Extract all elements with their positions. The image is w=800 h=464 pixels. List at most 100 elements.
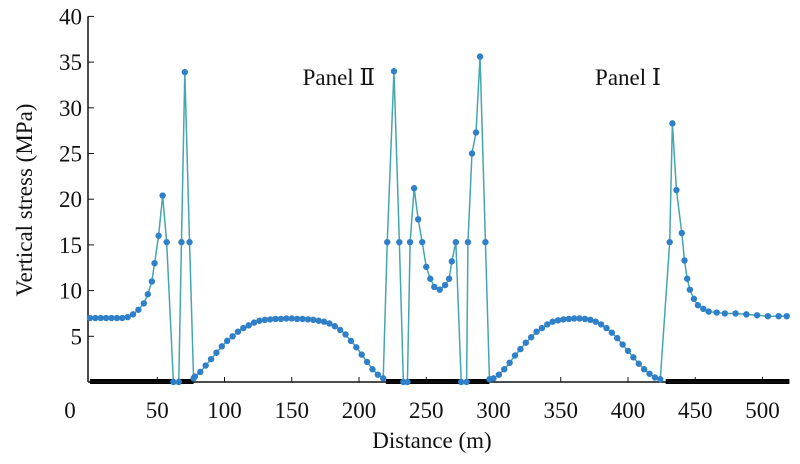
- x-tick-label: 250: [409, 398, 444, 423]
- data-point: [554, 317, 562, 324]
- data-point: [229, 333, 236, 340]
- y-tick-label: 30: [59, 96, 82, 121]
- data-point: [155, 232, 162, 239]
- data-point: [603, 324, 610, 332]
- annotation-panel-2: Panel Ⅱ: [303, 65, 375, 90]
- data-point: [743, 311, 750, 318]
- data-point: [495, 371, 503, 378]
- data-point: [764, 312, 772, 320]
- data-point: [522, 339, 529, 346]
- data-point: [431, 283, 438, 291]
- data-point: [124, 313, 131, 321]
- y-tick-label: 5: [71, 324, 83, 349]
- data-point: [218, 343, 226, 350]
- y-tick-label: 10: [59, 279, 82, 304]
- data-point: [326, 320, 333, 327]
- x-tick-label: 450: [678, 398, 713, 423]
- data-point: [581, 315, 589, 323]
- data-point: [630, 354, 637, 361]
- data-point: [753, 312, 761, 319]
- data-point: [272, 315, 279, 323]
- data-point: [102, 314, 110, 322]
- data-point: [113, 314, 121, 322]
- data-point: [261, 316, 269, 324]
- data-point: [783, 312, 790, 320]
- data-point: [250, 319, 258, 326]
- data-point: [414, 216, 422, 223]
- data-point: [197, 368, 204, 376]
- data-point: [640, 366, 648, 373]
- data-point: [690, 295, 698, 303]
- data-point: [336, 326, 344, 334]
- x-axis-label: Distance (m): [372, 428, 491, 453]
- data-point: [380, 375, 387, 382]
- data-point: [207, 355, 215, 363]
- y-axis-label: Vertical stress (MPa): [12, 104, 37, 297]
- data-point: [549, 318, 556, 325]
- data-point: [151, 259, 158, 267]
- data-point: [148, 278, 156, 285]
- x-tick-label: 400: [611, 398, 646, 423]
- data-point: [310, 316, 317, 324]
- data-point: [775, 312, 782, 320]
- y-tick-label: 35: [59, 50, 82, 75]
- data-point: [374, 371, 382, 378]
- data-point: [694, 302, 702, 309]
- data-point: [468, 150, 476, 157]
- data-point: [92, 314, 99, 322]
- data-point: [452, 238, 460, 246]
- data-point: [135, 306, 142, 313]
- data-point: [472, 129, 480, 136]
- annotation-panel-1: Panel Ⅰ: [595, 65, 661, 90]
- x-tick-label: 100: [207, 398, 242, 423]
- series-markers: [86, 53, 790, 386]
- data-point: [175, 378, 182, 386]
- data-point: [213, 349, 220, 356]
- data-point: [517, 345, 524, 353]
- data-point: [320, 318, 328, 325]
- data-point: [159, 192, 166, 199]
- data-point: [732, 310, 739, 317]
- x-tick-label: 350: [544, 398, 579, 423]
- data-point: [538, 324, 546, 332]
- data-point: [223, 337, 231, 345]
- data-point: [419, 238, 426, 246]
- data-point: [427, 275, 434, 282]
- y-tick-label: 25: [59, 142, 82, 167]
- data-point: [283, 315, 290, 322]
- x-tick-label: 500: [745, 398, 780, 423]
- data-point: [565, 315, 573, 323]
- data-point: [533, 328, 540, 335]
- data-point: [463, 378, 470, 386]
- data-point: [97, 314, 104, 322]
- data-point: [358, 351, 365, 358]
- data-point: [181, 68, 189, 76]
- data-point: [681, 257, 688, 264]
- data-point: [234, 328, 242, 335]
- x-tick-label: 0: [64, 398, 76, 423]
- data-point: [686, 286, 694, 293]
- data-point: [705, 308, 712, 315]
- data-point: [506, 359, 513, 367]
- data-point: [129, 311, 137, 318]
- data-point: [245, 322, 252, 329]
- data-point: [482, 238, 489, 246]
- data-point: [304, 316, 312, 323]
- x-tick-label: 300: [476, 398, 511, 423]
- data-point: [202, 362, 209, 369]
- data-point: [86, 314, 94, 322]
- data-point: [683, 275, 691, 282]
- x-tick-label: 150: [275, 398, 310, 423]
- data-point: [560, 316, 567, 323]
- data-point: [501, 366, 508, 373]
- data-point: [721, 310, 729, 317]
- data-point: [511, 352, 519, 359]
- data-point: [384, 238, 391, 246]
- data-point: [669, 120, 676, 127]
- data-point: [597, 321, 605, 328]
- series-line: [90, 56, 787, 383]
- x-tick-label: 50: [146, 398, 169, 423]
- data-point: [666, 238, 673, 246]
- data-point: [576, 315, 583, 322]
